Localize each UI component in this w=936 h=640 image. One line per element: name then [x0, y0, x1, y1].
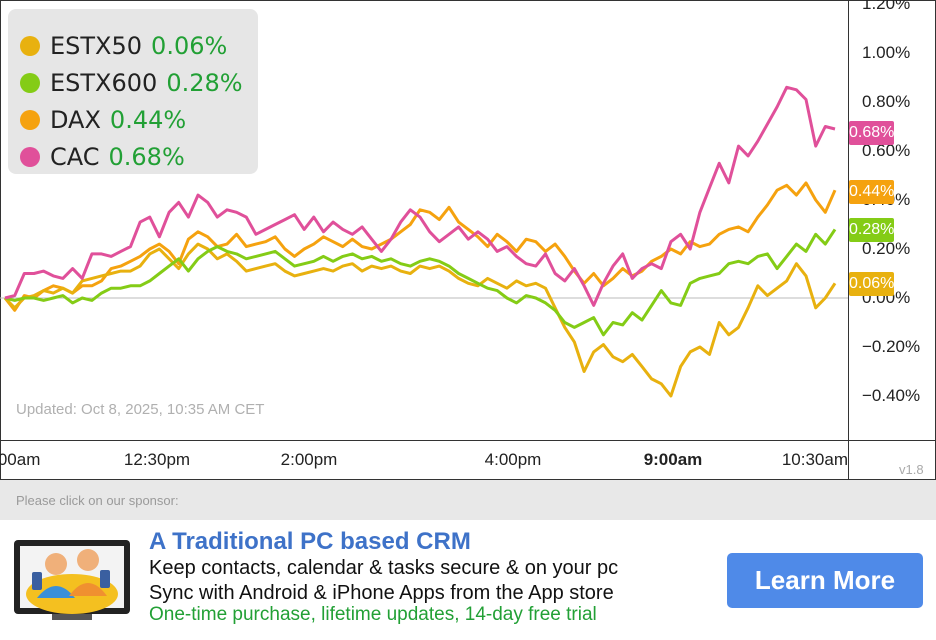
y-tick-label: −0.20%: [862, 337, 921, 356]
chart-svg: [0, 0, 936, 480]
person-head: [45, 553, 67, 575]
series-line-cac: [4, 85, 836, 307]
sponsor-ad[interactable]: A Traditional PC based CRM Keep contacts…: [0, 520, 936, 640]
x-tick-label: 10:30am: [781, 450, 848, 469]
monitor-stand: [52, 614, 92, 620]
x-tick-label: 4:00pm: [484, 450, 542, 469]
x-tick-label: 9:00am: [643, 450, 703, 469]
version-label: v1.8: [899, 462, 924, 477]
chart-area: 1.20%1.00%0.80%0.60%0.40%0.20%0.00%−0.20…: [0, 0, 936, 480]
sponsor-prompt: Please click on our sponsor:: [16, 493, 179, 508]
legend-name: DAX: [50, 106, 101, 134]
legend-name: ESTX50: [50, 32, 143, 60]
series-line-dax: [3, 181, 837, 312]
legend-item-cac[interactable]: CAC 0.68%: [20, 142, 185, 172]
legend-value: 0.06%: [151, 32, 228, 60]
legend-dot-icon: [20, 73, 40, 93]
y-tick-label: 0.80%: [862, 92, 911, 111]
x-tick-label: 9:00am: [0, 450, 41, 469]
series-line-estx600: [4, 228, 837, 337]
legend-item-estx600[interactable]: ESTX600 0.28%: [20, 68, 243, 98]
person-body: [69, 583, 107, 596]
y-tick-label: 1.20%: [862, 0, 911, 13]
phone-shape: [32, 572, 42, 590]
updated-timestamp: Updated: Oct 8, 2025, 10:35 AM CET: [16, 401, 265, 418]
person-head: [77, 549, 99, 571]
legend-value: 0.44%: [109, 106, 187, 134]
legend-item-estx50[interactable]: ESTX50 0.06%: [20, 31, 227, 61]
legend-dot-icon: [20, 147, 40, 167]
y-tick-label: 0.20%: [862, 239, 911, 258]
phone-shape: [100, 570, 110, 588]
ad-line-3: One-time purchase, lifetime updates, 14-…: [149, 604, 597, 625]
legend-item-dax[interactable]: DAX 0.44%: [20, 105, 186, 135]
sponsor-strip: Please click on our sponsor: A Tradition…: [0, 480, 936, 640]
x-tick-label: 2:00pm: [280, 450, 338, 469]
last-value-tag-estx50: 0.06%: [849, 272, 894, 296]
legend-value: 0.28%: [166, 69, 243, 97]
legend-name: CAC: [50, 143, 100, 171]
series-group: [3, 85, 837, 398]
legend-dot-icon: [20, 110, 40, 130]
legend-value: 0.68%: [108, 143, 185, 171]
y-tick-label: −0.40%: [862, 386, 921, 405]
last-value-tag-dax: 0.44%: [849, 180, 894, 204]
legend: ESTX50 0.06% ESTX600 0.28% DAX 0.44% CAC…: [8, 9, 258, 174]
last-value-tag-estx600: 0.28%: [849, 218, 894, 242]
person-body: [37, 586, 75, 598]
ad-title[interactable]: A Traditional PC based CRM: [149, 528, 471, 555]
y-tick-label: 1.00%: [862, 43, 911, 62]
x-tick-label: 12:30pm: [123, 450, 191, 469]
last-value-tag-cac: 0.68%: [849, 121, 894, 145]
legend-name: ESTX600: [50, 69, 158, 97]
legend-dot-icon: [20, 36, 40, 56]
crm-people-monitor-icon[interactable]: [12, 536, 134, 628]
y-tick-label: 0.60%: [862, 141, 911, 160]
ad-line-2: Sync with Android & iPhone Apps from the…: [149, 582, 614, 604]
series-line-estx50: [3, 242, 837, 398]
learn-more-button[interactable]: Learn More: [727, 553, 923, 608]
ad-line-1: Keep contacts, calendar & tasks secure &…: [149, 557, 619, 579]
